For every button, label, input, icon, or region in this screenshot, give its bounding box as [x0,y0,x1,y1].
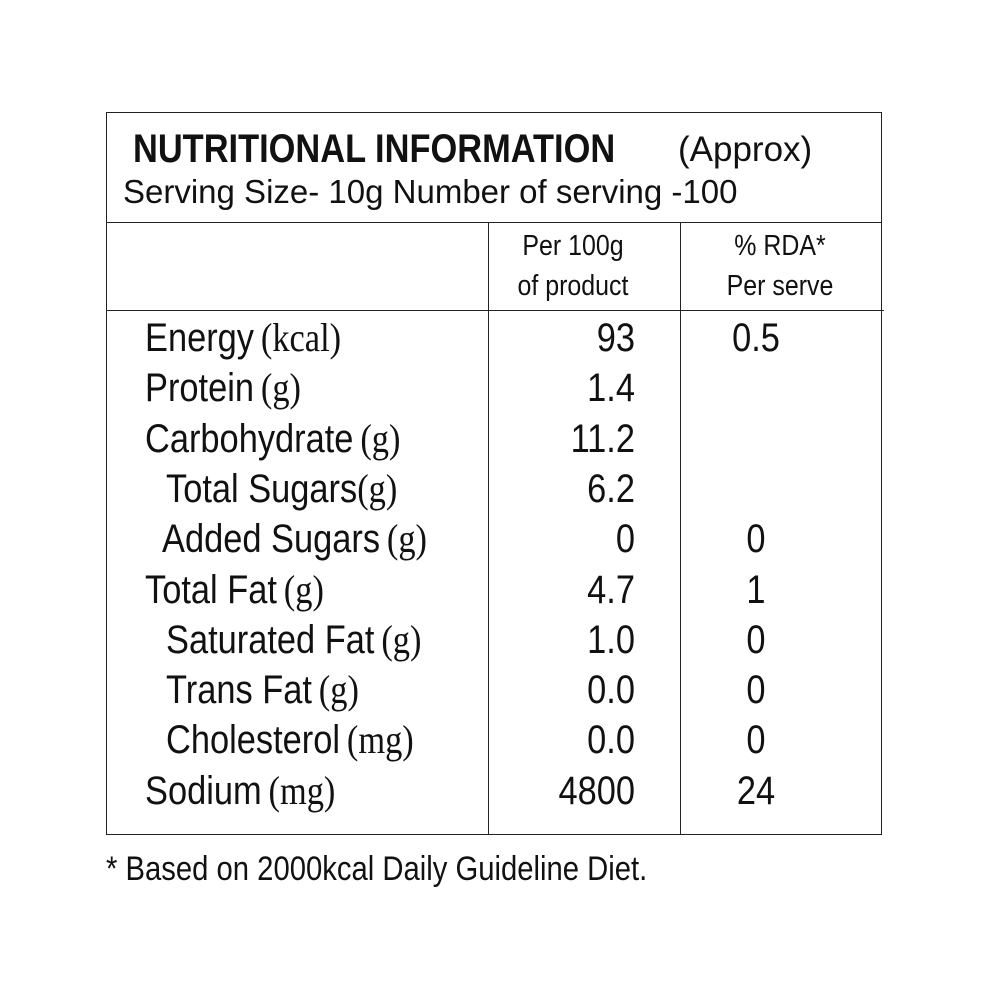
per-100g: 6.2 [587,466,635,511]
rda: 0 [746,617,766,662]
nutrient-unit: (g) [360,415,401,461]
per-100g: 11.2 [570,416,635,461]
per-100g: 1.4 [587,366,635,411]
border [106,112,882,113]
row-label: Carbohydrate (g) [145,415,401,461]
column-header: % RDA* [734,230,826,262]
row-label: Added Sugars (g) [162,516,428,562]
divider [488,222,489,834]
column-header: of product [517,270,629,302]
nutrient-unit: (g) [260,365,301,411]
per-100g: 4800 [558,768,635,813]
nutrient-unit: (kcal) [260,315,342,360]
nutrient-unit: (g) [283,566,324,612]
row-label: Trans Fat (g) [166,667,359,713]
border [881,112,882,835]
nutrient-unit: (g) [357,465,398,511]
nutrient-name: Cholesterol [166,718,341,763]
title-main: NUTRITIONAL INFORMATION [133,127,616,171]
rda: 0.5 [732,316,780,360]
nutrient-name: Total Sugars [166,466,358,511]
row-label: Energy (kcal) [145,315,342,360]
rda: 0 [746,718,766,763]
rda: 24 [736,768,776,813]
rda: 1 [746,567,766,612]
footnote: * Based on 2000kcal Daily Guideline Diet… [106,850,648,888]
border [106,112,107,835]
nutrient-unit: (mg) [268,767,336,813]
border [106,834,882,835]
per-100g: 1.0 [587,617,635,662]
per-100g: 0.0 [587,668,635,713]
nutrient-name: Trans Fat [166,668,312,713]
nutrient-name: Protein [145,366,255,411]
per-100g: 0.0 [587,718,635,763]
nutrient-name: Total Fat [145,567,277,612]
row-label: Sodium (mg) [145,767,336,813]
divider [106,310,884,311]
column-header: Per serve [726,270,834,302]
row-label: Saturated Fat (g) [166,616,422,662]
nutrient-unit: (g) [381,616,422,662]
per-100g: 0 [615,517,635,562]
row-label: Total Fat (g) [145,566,324,612]
divider [680,222,681,834]
rda: 0 [746,668,766,713]
row-label: Protein (g) [145,365,301,411]
nutrient-name: Added Sugars [162,517,381,562]
rda: 0 [746,517,766,562]
column-header: Per 100g [522,230,624,262]
nutrient-name: Energy [145,316,255,360]
title-note: (Approx) [678,130,813,169]
serving: Serving Size- 10g Number of serving -100 [123,173,738,210]
per-100g: 4.7 [587,567,635,612]
nutrient-unit: (g) [318,667,359,713]
nutrient-name: Saturated Fat [166,617,375,662]
row-label: Total Sugars(g) [166,465,398,511]
divider [106,222,882,223]
nutrient-name: Sodium [145,768,262,813]
nutrient-unit: (g) [386,516,428,562]
title: NUTRITIONAL INFORMATION [133,129,615,169]
per-100g: 93 [596,316,635,360]
nutrient-unit: (mg) [346,717,414,763]
nutrient-name: Carbohydrate [145,416,354,461]
row-label: Cholesterol (mg) [166,717,414,763]
